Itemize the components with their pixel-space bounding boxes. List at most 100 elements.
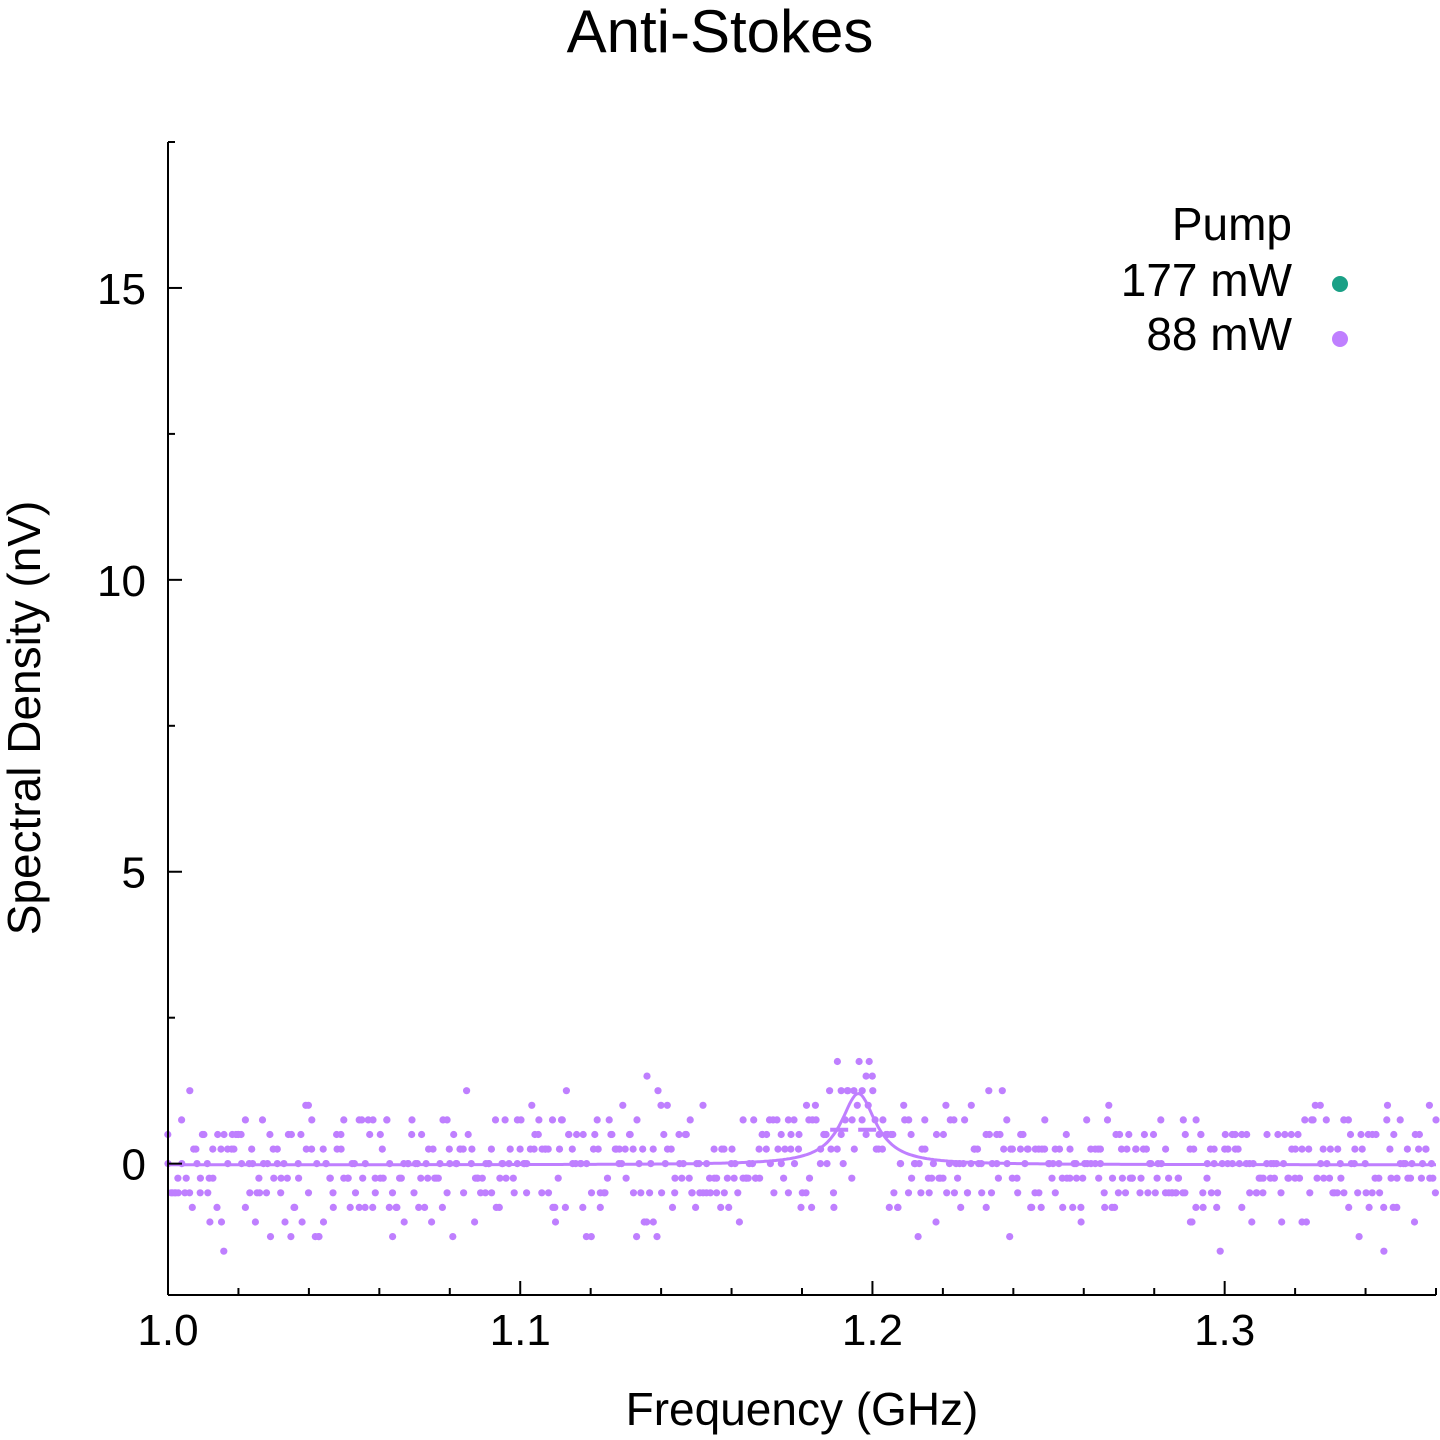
data-point-88mw <box>304 1189 313 1197</box>
data-point-88mw <box>579 1130 587 1139</box>
data-point-88mw <box>713 1189 721 1197</box>
data-point-88mw <box>291 1203 299 1211</box>
data-point-88mw <box>1221 1130 1229 1139</box>
data-point-88mw <box>646 1189 654 1197</box>
data-point-88mw <box>1077 1218 1085 1226</box>
data-point-88mw <box>255 1174 263 1182</box>
data-point-88mw <box>501 1116 509 1124</box>
data-point-88mw <box>408 1130 416 1139</box>
data-point-88mw <box>186 1087 194 1095</box>
legend-label-177mw: 177 mW <box>1121 254 1293 306</box>
data-point-88mw <box>1051 1189 1059 1197</box>
data-point-88mw <box>1055 1145 1064 1153</box>
fit-curve-88mw <box>168 1092 1436 1167</box>
data-point-88mw <box>685 1174 693 1182</box>
data-point-88mw <box>538 1189 546 1197</box>
data-point-88mw <box>579 1203 587 1211</box>
data-point-88mw <box>1396 1116 1404 1124</box>
data-point-88mw <box>621 1145 629 1153</box>
data-point-88mw <box>822 1130 830 1139</box>
data-point-88mw <box>544 1189 553 1197</box>
data-point-88mw <box>1284 1174 1292 1182</box>
data-point-88mw <box>643 1072 651 1080</box>
data-point-88mw <box>943 1189 951 1197</box>
data-point-88mw <box>214 1130 222 1139</box>
data-point-88mw <box>1013 1174 1021 1182</box>
data-point-88mw <box>346 1203 354 1211</box>
data-point-88mw <box>591 1130 599 1139</box>
data-point-88mw <box>1142 1145 1150 1153</box>
data-point-88mw <box>487 1145 495 1153</box>
data-point-88mw <box>587 1233 595 1241</box>
data-point-88mw <box>963 1189 972 1197</box>
y-tick-label: 15 <box>97 265 146 314</box>
data-point-88mw <box>1417 1174 1425 1182</box>
data-point-88mw <box>885 1203 893 1211</box>
data-point-88mw <box>812 1116 820 1124</box>
data-point-88mw <box>904 1189 913 1197</box>
data-point-88mw <box>811 1101 820 1109</box>
data-point-88mw <box>794 1145 803 1153</box>
data-point-88mw <box>1277 1189 1285 1197</box>
data-point-88mw <box>1213 1203 1221 1211</box>
y-tick-label: 10 <box>97 557 146 606</box>
data-point-88mw <box>950 1116 958 1124</box>
data-point-88mw <box>464 1130 472 1139</box>
data-point-88mw <box>939 1130 948 1139</box>
data-point-88mw <box>587 1189 596 1197</box>
data-point-88mw <box>1270 1174 1278 1182</box>
data-point-88mw <box>925 1189 933 1197</box>
data-point-88mw <box>1309 1116 1317 1124</box>
data-point-88mw <box>790 1116 798 1124</box>
data-point-88mw <box>417 1174 425 1182</box>
data-point-88mw <box>551 1203 559 1211</box>
data-point-88mw <box>1295 1174 1304 1182</box>
data-point-88mw <box>424 1174 432 1182</box>
data-point-88mw <box>1319 1145 1327 1153</box>
data-point-88mw <box>378 1145 386 1153</box>
data-point-88mw <box>488 1189 496 1197</box>
data-point-88mw <box>535 1116 543 1124</box>
data-point-88mw <box>1322 1116 1330 1124</box>
data-point-88mw <box>784 1189 793 1197</box>
data-point-88mw <box>213 1203 221 1211</box>
data-point-88mw <box>633 1233 641 1241</box>
data-point-88mw <box>361 1203 369 1211</box>
data-point-88mw <box>622 1174 630 1182</box>
data-point-88mw <box>596 1203 604 1211</box>
data-point-88mw <box>1128 1174 1136 1182</box>
data-point-88mw <box>985 1130 994 1139</box>
data-point-88mw <box>281 1218 289 1226</box>
data-point-88mw <box>720 1189 728 1197</box>
data-point-88mw <box>450 1130 458 1139</box>
data-point-88mw <box>649 1145 657 1153</box>
chart-title: Anti-Stokes <box>567 0 874 65</box>
data-point-88mw <box>1118 1174 1126 1182</box>
data-point-88mw <box>200 1130 208 1139</box>
data-point-88mw <box>839 1160 847 1168</box>
data-point-88mw <box>1048 1174 1056 1182</box>
x-tick-label: 1.1 <box>490 1306 551 1355</box>
data-point-88mw <box>554 1174 562 1182</box>
data-point-88mw <box>848 1116 856 1124</box>
y-axis-label: Spectral Density (nV) <box>0 501 50 936</box>
data-point-88mw <box>1406 1174 1415 1182</box>
data-point-88mw <box>932 1130 941 1139</box>
data-point-88mw <box>1214 1189 1222 1197</box>
data-point-88mw <box>730 1174 738 1182</box>
data-point-88mw <box>1340 1189 1348 1197</box>
data-point-88mw <box>1351 1145 1359 1153</box>
data-point-88mw <box>790 1160 799 1168</box>
data-point-88mw <box>220 1247 228 1255</box>
data-point-88mw <box>1306 1189 1314 1197</box>
data-point-88mw <box>629 1189 638 1197</box>
data-point-88mw <box>548 1116 557 1124</box>
data-point-88mw <box>878 1145 887 1153</box>
data-point-88mw <box>248 1145 256 1153</box>
data-point-88mw <box>558 1116 566 1124</box>
legend-marker-88mw <box>1332 331 1348 347</box>
data-point-88mw <box>1019 1130 1027 1139</box>
data-point-88mw <box>230 1145 238 1153</box>
data-point-88mw <box>516 1145 524 1153</box>
data-point-88mw <box>720 1145 728 1153</box>
